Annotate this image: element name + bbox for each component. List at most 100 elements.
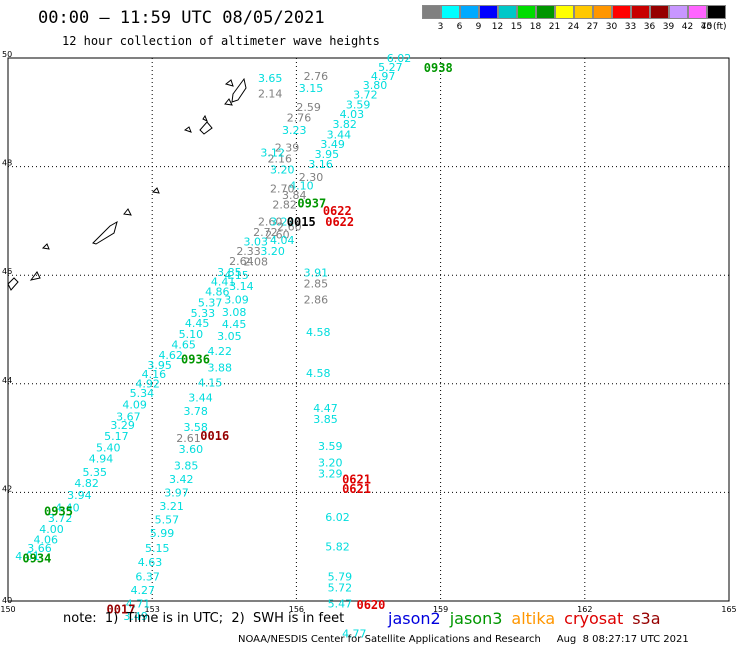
island-11 (29, 271, 41, 281)
colorbar-swatch (612, 5, 631, 19)
colorbar-swatch (536, 5, 555, 19)
swh-value: 3.29 (110, 419, 134, 432)
swh-value: 3.66 (27, 542, 52, 555)
swh-value: 3.95 (315, 148, 340, 161)
wave-height-observations: 4.013.664.064.003.724.403.944.825.354.94… (15, 52, 411, 641)
swh-value: 4.77 (342, 628, 367, 641)
swh-value: 2.85 (304, 277, 329, 290)
swh-value: 3.72 (48, 512, 73, 525)
swh-value: 5.47 (328, 598, 353, 611)
colorbar-swatch (650, 5, 669, 19)
swh-value: 4.03 (340, 108, 365, 121)
swh-value: 3.09 (224, 294, 249, 307)
colorbar-level: 15 (510, 22, 523, 32)
swh-value: 5.37 (198, 296, 223, 309)
legend-jason3: jason3 (449, 609, 503, 628)
pass-time: 0935 (44, 504, 73, 518)
swh-value: 2.82 (272, 199, 297, 212)
swh-value: 2.59 (296, 101, 321, 114)
colorbar-level: 6 (456, 22, 463, 32)
y-tick-label: 42 (2, 484, 12, 493)
swh-value: 2.70 (270, 182, 295, 195)
island-10 (41, 243, 50, 250)
swh-value: 3.44 (327, 129, 352, 142)
swh-value: 4.94 (89, 453, 114, 466)
swh-value: 2.64 (229, 255, 254, 268)
swh-value: 4.40 (55, 502, 80, 515)
swh-value: 3.49 (123, 610, 148, 623)
swh-value: 3.20 (260, 245, 285, 258)
swh-value: 6.37 (135, 571, 160, 584)
swh-value: 3.20 (270, 163, 295, 176)
swh-value: 3.03 (244, 236, 269, 249)
colorbar-level: 42 (681, 22, 694, 32)
swh-value: 4.45 (185, 317, 210, 330)
swh-value: 5.57 (155, 514, 180, 527)
swh-value: 3.44 (188, 391, 213, 404)
swh-value: 4.63 (138, 556, 163, 569)
x-tick-label: 156 (289, 605, 304, 614)
y-tick-label: 48 (2, 159, 12, 168)
swh-value: 3.59 (318, 440, 343, 453)
swh-value: 3.60 (179, 443, 204, 456)
colorbar-swatch (555, 5, 574, 19)
swh-value: 5.10 (179, 328, 204, 341)
land-outline (7, 77, 247, 291)
swh-value: 4.97 (371, 70, 396, 83)
island-12 (7, 277, 19, 291)
colorbar-level: 30 (605, 22, 618, 32)
swh-value: 5.27 (378, 61, 403, 74)
x-tick-label: 162 (577, 605, 592, 614)
swh-value: 3.12 (260, 146, 285, 159)
swh-value: 3.16 (308, 158, 333, 171)
legend-cryosat: cryosat (564, 609, 624, 628)
swh-value: 6.02 (325, 511, 350, 524)
colorbar-level: 12 (491, 22, 504, 32)
island-7 (151, 187, 160, 194)
swh-value: 4.27 (131, 584, 156, 597)
swh-value: 3.65 (258, 72, 283, 85)
colorbar-level: 36 (643, 22, 656, 32)
pass-time: 0621 (342, 472, 371, 486)
swh-value: 3.91 (304, 266, 329, 279)
colorbar-swatch (498, 5, 517, 19)
swh-value: 2.60 (258, 215, 283, 228)
swh-value: 3.23 (282, 124, 307, 137)
colorbar-level: 3 (437, 22, 444, 32)
island-3 (224, 98, 233, 106)
y-tick-label: 40 (2, 596, 12, 605)
swh-value: 5.79 (328, 571, 353, 584)
swh-value: 2.86 (304, 294, 329, 307)
x-tick-label: 150 (0, 605, 15, 614)
swh-value: 3.84 (282, 189, 307, 202)
colorbar-swatch (517, 5, 536, 19)
chart-title: 00:00 – 11:59 UTC 08/05/2021 (38, 8, 325, 28)
swh-value: 2.33 (236, 245, 260, 258)
swh-value: 4.45 (222, 318, 247, 331)
colorbar-swatch (688, 5, 707, 19)
swh-value: 2.61 (176, 432, 201, 445)
swh-value: 4.65 (171, 339, 196, 352)
swh-value: 4.06 (33, 534, 58, 547)
swh-value: 4.47 (313, 402, 338, 415)
pass-time: 0016 (200, 429, 229, 443)
swh-value: 5.99 (150, 527, 175, 540)
swh-value: 3.88 (207, 362, 232, 375)
plot-frame (7, 57, 730, 602)
colorbar-swatch (593, 5, 612, 19)
swh-value: 3.85 (217, 266, 242, 279)
colorbar-level: 45 (700, 22, 713, 32)
colorbar-level: 18 (529, 22, 542, 32)
swh-value: 3.42 (169, 473, 194, 486)
swh-value: 4.16 (142, 368, 167, 381)
pass-time: 0936 (181, 352, 210, 366)
colorbar-level: 27 (586, 22, 599, 32)
swh-value: 4.09 (122, 398, 147, 411)
colorbar-swatch (707, 5, 726, 19)
swh-value: 3.20 (318, 457, 343, 470)
colorbar-swatch (460, 5, 479, 19)
swh-value: 2.72 (253, 226, 278, 239)
swh-value: 3.67 (116, 410, 140, 423)
colorbar-level: 9 (475, 22, 482, 32)
